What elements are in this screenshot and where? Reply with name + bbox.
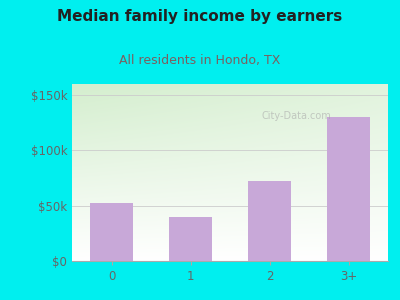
Bar [327, 117, 370, 261]
Bar [169, 217, 212, 261]
Bar [248, 181, 291, 261]
Text: Median family income by earners: Median family income by earners [57, 9, 343, 24]
Bar [90, 203, 133, 261]
Text: All residents in Hondo, TX: All residents in Hondo, TX [119, 54, 281, 67]
Text: City-Data.com: City-Data.com [262, 111, 331, 121]
